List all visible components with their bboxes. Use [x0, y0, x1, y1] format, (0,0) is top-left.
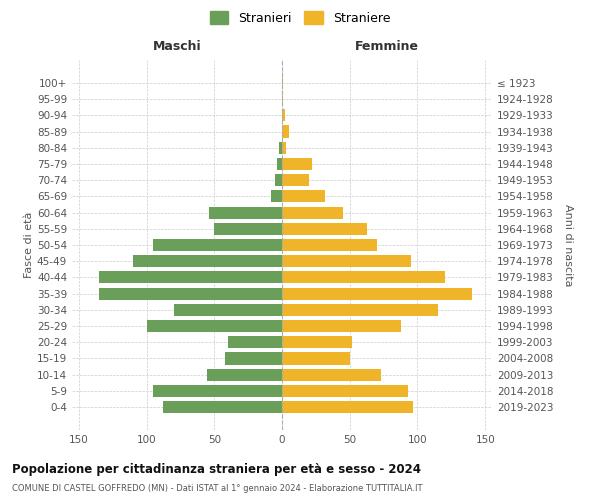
Bar [146, 320, 282, 332]
Text: COMUNE DI CASTEL GOFFREDO (MN) - Dati ISTAT al 1° gennaio 2024 - Elaborazione TU: COMUNE DI CASTEL GOFFREDO (MN) - Dati IS… [12, 484, 422, 493]
Bar [277, 158, 282, 170]
Bar [282, 142, 286, 154]
Bar [282, 158, 312, 170]
Bar [282, 304, 438, 316]
Bar [282, 352, 350, 364]
Bar [282, 109, 285, 122]
Bar [282, 190, 325, 202]
Bar [153, 239, 282, 251]
Bar [282, 239, 377, 251]
Bar [282, 385, 408, 397]
Bar [163, 401, 282, 413]
Bar [209, 206, 282, 218]
Bar [99, 272, 282, 283]
Bar [282, 401, 413, 413]
Bar [153, 385, 282, 397]
Bar [282, 320, 401, 332]
Bar [282, 272, 445, 283]
Y-axis label: Anni di nascita: Anni di nascita [563, 204, 573, 286]
Y-axis label: Fasce di età: Fasce di età [24, 212, 34, 278]
Bar [282, 77, 283, 89]
Bar [225, 352, 282, 364]
Legend: Stranieri, Straniere: Stranieri, Straniere [205, 6, 395, 30]
Bar [99, 288, 282, 300]
Bar [214, 222, 282, 235]
Bar [282, 93, 283, 105]
Bar [282, 174, 309, 186]
Bar [173, 304, 282, 316]
Bar [282, 336, 352, 348]
Bar [228, 336, 282, 348]
Text: Maschi: Maschi [152, 40, 202, 52]
Bar [275, 174, 282, 186]
Bar [282, 288, 472, 300]
Text: Femmine: Femmine [355, 40, 419, 52]
Bar [282, 255, 411, 268]
Text: Popolazione per cittadinanza straniera per età e sesso - 2024: Popolazione per cittadinanza straniera p… [12, 462, 421, 475]
Bar [271, 190, 282, 202]
Bar [282, 126, 289, 138]
Bar [208, 368, 282, 381]
Bar [282, 368, 381, 381]
Bar [279, 142, 282, 154]
Bar [282, 206, 343, 218]
Bar [133, 255, 282, 268]
Bar [282, 222, 367, 235]
